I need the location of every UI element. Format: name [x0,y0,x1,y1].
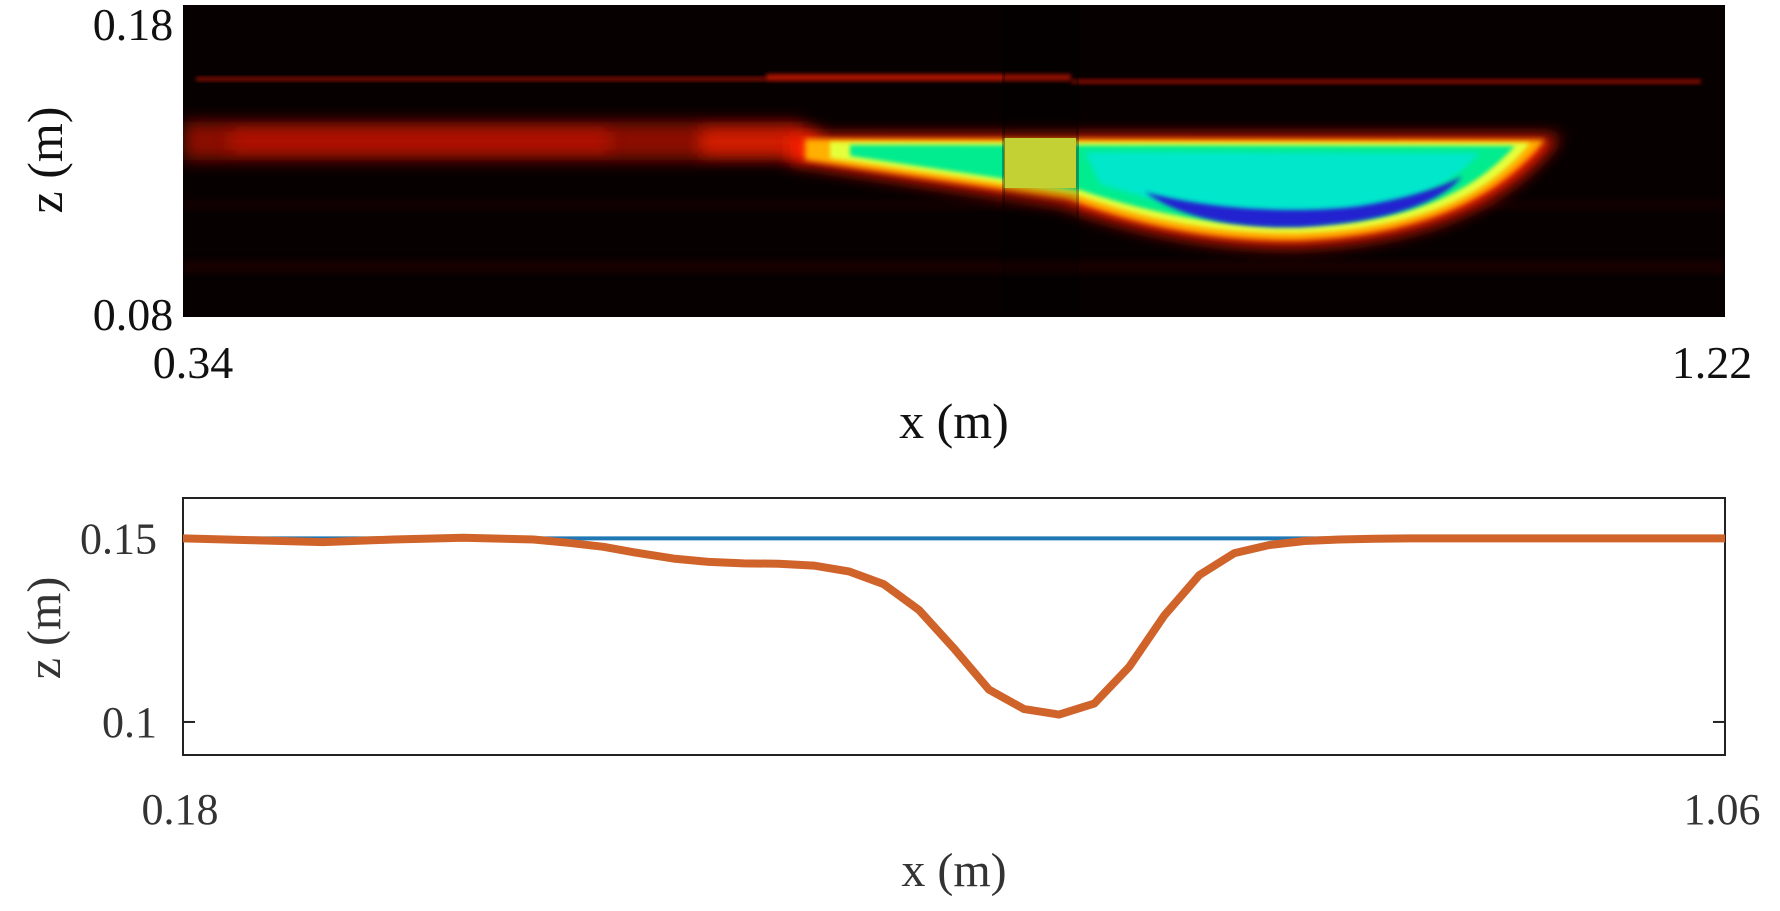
line-x-tick-right: 1.06 [1684,785,1761,834]
line-plot-area [183,533,1725,719]
heatmap-upper-line [196,77,766,81]
line-y-ticks: 0.15 0.1 [80,514,1725,747]
heatmap-image [183,5,1725,317]
heatmap-y-tick-bottom: 0.08 [93,289,174,340]
heatmap-lens-blue [1145,176,1462,228]
line-x-tick-left: 0.18 [142,785,219,834]
heatmap-strip-shadow [1004,5,1076,317]
heatmap-saturated-strip [1004,138,1076,188]
heatmap-x-tick-right: 1.22 [1672,337,1753,388]
heatmap-faint-band [183,260,1725,274]
heatmap-seam [1002,5,1005,317]
deformed-surface-line [183,533,1725,719]
line-x-axis-label: x (m) [901,844,1006,897]
heatmap-y-tick-top: 0.18 [93,0,174,50]
heatmap-panel: 0.18 0.08 0.34 1.22 x (m) z (m) [17,0,1752,449]
heatmap-faint-band [183,200,1725,210]
heatmap-upper-line [1071,79,1701,84]
line-y-axis-label: z (m) [18,577,71,680]
heatmap-surface-band-core [230,132,610,150]
heatmap-upper-line [766,74,1071,81]
line-panel: 0.15 0.1 0.18 1.06 x (m) z (m) [18,497,1761,897]
heatmap-x-tick-left: 0.34 [153,337,234,388]
heatmap-seam [1076,5,1079,317]
y-tick-label: 0.1 [102,698,157,747]
heatmap-y-axis-label: z (m) [17,107,73,214]
y-tick-label: 0.15 [80,514,157,563]
heatmap-x-axis-label: x (m) [899,393,1009,449]
